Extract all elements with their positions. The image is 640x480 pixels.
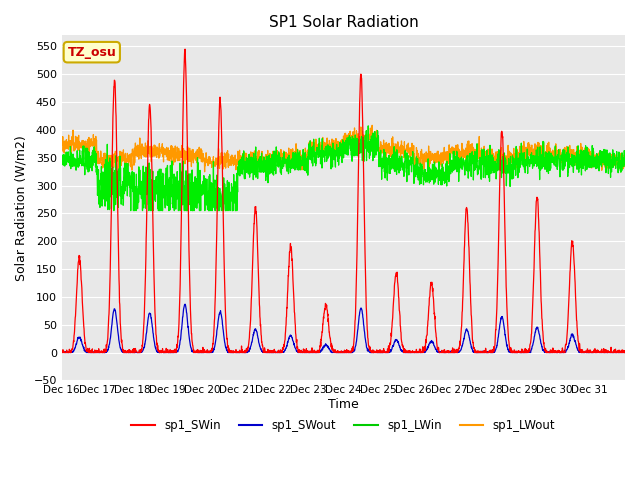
Title: SP1 Solar Radiation: SP1 Solar Radiation [269, 15, 419, 30]
X-axis label: Time: Time [328, 398, 359, 411]
Legend: sp1_SWin, sp1_SWout, sp1_LWin, sp1_LWout: sp1_SWin, sp1_SWout, sp1_LWin, sp1_LWout [127, 414, 560, 437]
Text: TZ_osu: TZ_osu [67, 46, 116, 59]
Y-axis label: Solar Radiation (W/m2): Solar Radiation (W/m2) [15, 135, 28, 281]
